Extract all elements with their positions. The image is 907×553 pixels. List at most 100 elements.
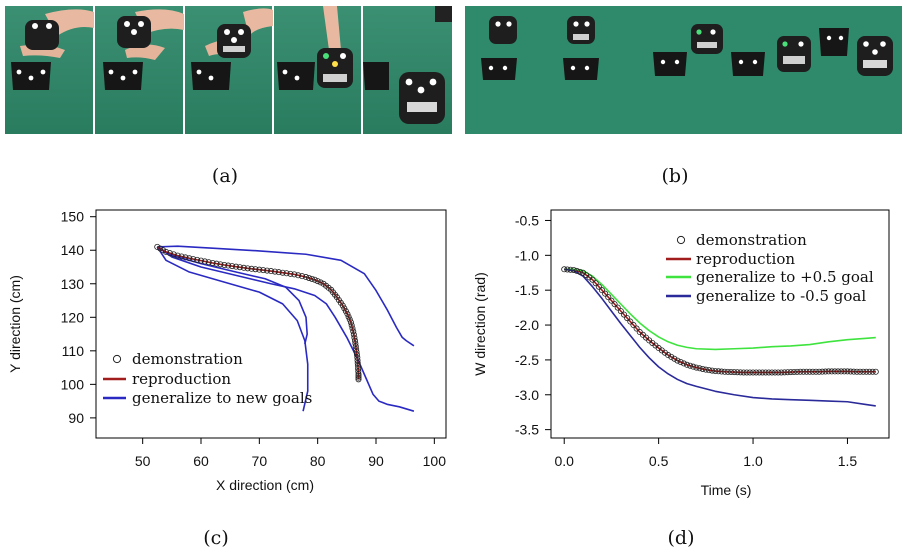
demonstration-point	[252, 266, 259, 273]
demonstration-point	[353, 348, 360, 355]
demonstration-point	[853, 368, 860, 375]
demonstration-point	[847, 368, 854, 375]
series-line-1	[156, 246, 360, 380]
demonstration-point	[740, 369, 747, 376]
demonstration-point	[715, 368, 722, 375]
y-tick-label: 90	[68, 410, 84, 426]
demonstration-point	[750, 369, 757, 376]
demonstration-point	[589, 276, 596, 283]
demonstration-point	[201, 258, 208, 265]
demonstration-point	[353, 346, 360, 353]
legend-generalize-label: generalize to new goals	[132, 389, 312, 407]
demonstration-point	[299, 273, 306, 280]
plot-frame	[550, 209, 890, 439]
demonstration-point	[344, 310, 351, 317]
demonstration-point	[759, 369, 766, 376]
demonstration-point	[190, 256, 197, 263]
demonstration-point	[602, 290, 609, 297]
demonstration-point	[271, 268, 278, 275]
demonstration-point	[229, 263, 236, 270]
y-tick-label: -3.5	[515, 422, 539, 438]
demonstration-point	[860, 368, 867, 375]
demonstration-point	[743, 369, 750, 376]
demonstration-point	[812, 368, 819, 375]
demonstration-point	[348, 322, 355, 329]
x-tick-label: 70	[252, 453, 268, 469]
robot-group	[481, 16, 893, 80]
demonstration-point	[182, 254, 189, 261]
demonstration-point	[166, 250, 173, 257]
demonstration-point	[841, 368, 848, 375]
series-line-5	[156, 246, 308, 345]
demonstration-point	[693, 364, 700, 371]
demonstration-point	[314, 278, 321, 285]
y-axis-ticks: 90 100 110 120 130 140 150	[61, 209, 96, 426]
demonstration-point	[350, 328, 357, 335]
demonstration-point	[345, 313, 352, 320]
demonstration-point	[869, 368, 876, 375]
demonstration-points	[561, 266, 879, 376]
demonstration-point	[768, 369, 775, 376]
frame-5	[363, 6, 452, 124]
demonstration-point	[308, 275, 315, 282]
demonstration-point	[573, 267, 580, 274]
frame-4	[277, 6, 353, 90]
demonstration-point	[803, 368, 810, 375]
demonstration-point	[567, 266, 574, 273]
x-axis-label: X direction (cm)	[216, 477, 314, 493]
demonstration-point	[806, 368, 813, 375]
caption-d: (d)	[667, 527, 695, 549]
demonstration-point	[772, 369, 779, 376]
demonstration-point	[595, 283, 602, 290]
demonstration-point	[835, 368, 842, 375]
demonstration-point	[624, 315, 631, 322]
demonstration-point	[816, 368, 823, 375]
y-tick-label: -0.5	[515, 212, 539, 228]
demonstration-point	[630, 322, 637, 329]
legend-reproduction-label: reproduction	[696, 250, 795, 268]
demonstration-point	[825, 368, 832, 375]
photo-panel-a	[5, 6, 452, 134]
y-tick-label: 120	[61, 309, 85, 325]
x-tick-label: 50	[135, 453, 151, 469]
demonstration-point	[617, 308, 624, 315]
series-line-2	[157, 245, 415, 347]
series-line-3	[156, 246, 415, 412]
demonstration-point	[718, 368, 725, 375]
demonstration-point	[605, 294, 612, 301]
demonstration-point	[174, 252, 181, 259]
y-tick-label: -2.5	[515, 352, 539, 368]
demonstration-point	[822, 368, 829, 375]
x-tick-label: 60	[193, 453, 209, 469]
y-tick-label: 140	[61, 242, 85, 258]
demonstration-point	[775, 369, 782, 376]
photo-b-sequence	[465, 6, 902, 134]
demonstration-point	[844, 368, 851, 375]
demonstration-point	[762, 369, 769, 376]
y-axis-ticks: -0.5 -1.0 -1.5 -2.0 -2.5 -3.0 -3.5	[515, 212, 551, 438]
demonstration-point	[850, 368, 857, 375]
demonstration-point	[347, 319, 354, 326]
demonstration-point	[872, 368, 879, 375]
demonstration-point	[857, 368, 864, 375]
demonstration-point	[781, 369, 788, 376]
demonstration-point	[734, 369, 741, 376]
legend-demonstration-label: demonstration	[696, 231, 807, 249]
demonstration-point	[699, 365, 706, 372]
demonstration-point	[677, 358, 684, 365]
demonstration-point	[838, 368, 845, 375]
legend-demonstration-marker	[112, 354, 122, 364]
demonstration-point	[197, 257, 204, 264]
demonstration-point	[260, 267, 267, 274]
demonstration-point	[346, 316, 353, 323]
demonstration-point	[305, 274, 312, 281]
demonstration-point	[354, 354, 361, 361]
y-tick-label: -2.0	[515, 317, 539, 333]
demonstration-point	[721, 368, 728, 375]
demonstration-point	[778, 369, 785, 376]
demonstration-point	[831, 368, 838, 375]
demonstration-point	[302, 274, 309, 281]
photo-panel-b	[465, 6, 902, 134]
demonstration-point	[275, 269, 282, 276]
demonstration-point	[564, 266, 571, 273]
